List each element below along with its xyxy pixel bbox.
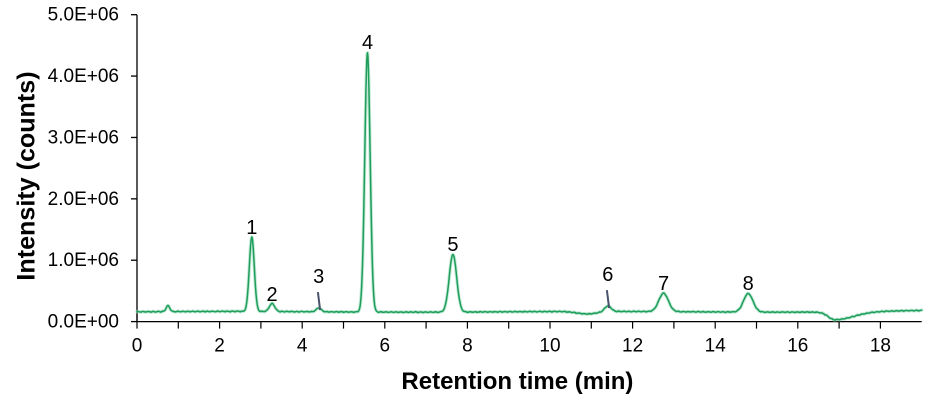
svg-text:5.0E+06: 5.0E+06 [48, 5, 119, 26]
svg-text:10: 10 [539, 336, 560, 357]
svg-text:18: 18 [870, 336, 891, 357]
svg-text:14: 14 [705, 336, 727, 357]
svg-text:3.0E+06: 3.0E+06 [48, 127, 119, 148]
svg-text:12: 12 [622, 336, 643, 357]
svg-text:1.0E+06: 1.0E+06 [48, 250, 119, 271]
svg-text:8: 8 [462, 336, 473, 357]
svg-text:4.0E+06: 4.0E+06 [48, 66, 119, 87]
svg-text:6: 6 [380, 336, 391, 357]
svg-text:0: 0 [132, 336, 143, 357]
svg-text:0.0E+00: 0.0E+00 [48, 312, 119, 333]
svg-text:2.0E+06: 2.0E+06 [48, 189, 119, 210]
svg-text:16: 16 [787, 336, 808, 357]
svg-text:4: 4 [297, 336, 308, 357]
svg-text:2: 2 [214, 336, 225, 357]
